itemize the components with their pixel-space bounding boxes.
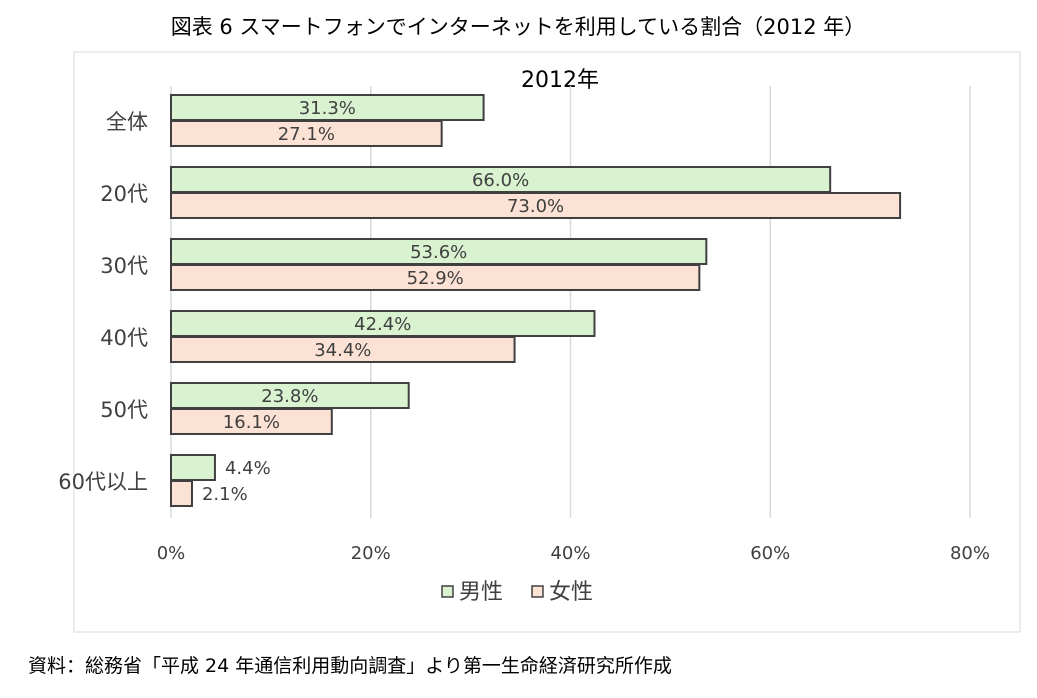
male-bar [170,238,708,265]
data-label: 31.3% [299,98,356,119]
category-label: 40代 [100,326,148,350]
category-label: 30代 [100,254,148,278]
female-bar [170,336,516,363]
data-label: 52.9% [407,268,464,289]
x-tick-label: 0% [157,543,186,564]
category-label: 60代以上 [58,470,148,494]
male-bar [170,382,410,409]
data-label: 23.8% [261,386,318,407]
data-label: 16.1% [223,412,280,433]
data-label: 53.6% [410,242,467,263]
female-bar [170,480,193,507]
legend-swatch-male [441,585,454,598]
data-label: 42.4% [354,314,411,335]
female-bar [170,120,443,147]
male-bar [170,454,216,481]
data-label: 34.4% [314,340,371,361]
male-bar [170,310,596,337]
data-label: 66.0% [472,170,529,191]
source-note: 資料：総務省「平成 24 年通信利用動向調査」より第一生命経済研究所作成 [28,655,672,677]
category-label: 全体 [106,110,148,134]
legend-label: 女性 [549,580,593,605]
data-label: 73.0% [507,196,564,217]
x-tick-label: 80% [950,543,990,564]
legend: 男性 女性 [441,580,593,605]
data-label: 4.4% [225,458,271,479]
data-label: 27.1% [278,124,335,145]
data-label: 2.1% [202,484,248,505]
female-bar [170,264,701,291]
male-bar [170,166,832,193]
x-tick-label: 40% [550,543,590,564]
x-tick-label: 20% [351,543,391,564]
category-label: 20代 [100,182,148,206]
legend-swatch-female [531,585,544,598]
figure-title: 図表 6 スマートフォンでインターネットを利用している割合（2012 年） [171,15,866,39]
chart-title: 2012年 [521,68,599,93]
legend-label: 男性 [459,580,503,605]
female-bar [170,192,902,219]
category-label: 50代 [100,398,148,422]
female-bar [170,408,333,435]
x-tick-label: 60% [750,543,790,564]
